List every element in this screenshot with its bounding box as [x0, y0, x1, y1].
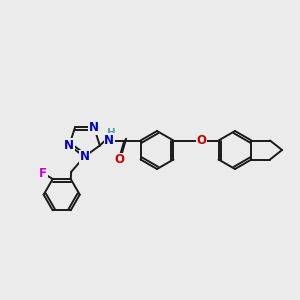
- Text: N: N: [89, 121, 99, 134]
- Text: O: O: [196, 134, 206, 147]
- Text: H: H: [107, 128, 116, 139]
- Text: N: N: [80, 150, 89, 163]
- Text: F: F: [39, 167, 47, 180]
- Text: N: N: [104, 134, 114, 147]
- Text: O: O: [115, 153, 124, 166]
- Text: N: N: [64, 139, 74, 152]
